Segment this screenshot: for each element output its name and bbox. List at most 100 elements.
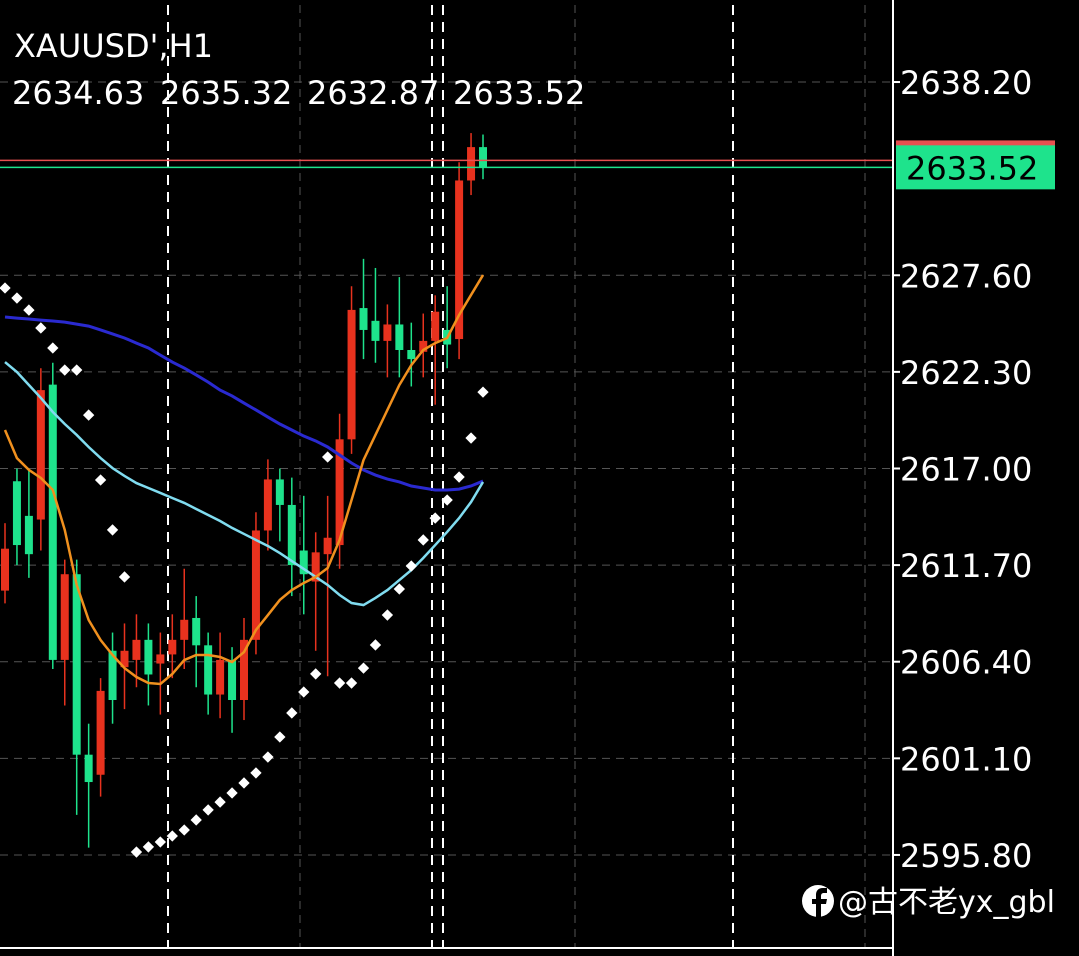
candle-body	[1, 548, 9, 591]
y-tick-label: 2622.30	[900, 354, 1032, 392]
sar-dot	[262, 751, 274, 763]
sar-dot	[405, 560, 417, 572]
sar-dot	[47, 342, 59, 354]
sar-dot	[130, 846, 143, 858]
candle-body	[192, 617, 201, 646]
sar-dot	[274, 731, 286, 743]
candle-body	[12, 481, 21, 546]
candle-body	[275, 479, 284, 505]
grid	[0, 81, 893, 856]
candle-body	[419, 340, 428, 352]
candle-body	[132, 639, 141, 660]
candle-body	[407, 350, 416, 360]
ask-marker	[896, 140, 1055, 149]
ohlc-close: 2633.52	[453, 74, 585, 112]
candle-body	[323, 537, 332, 555]
candle-body	[311, 552, 320, 582]
candle-body	[96, 690, 105, 775]
candle-body	[455, 180, 464, 340]
y-tick-label: 2601.10	[900, 740, 1032, 778]
candle-body	[216, 659, 225, 695]
sar-dot	[190, 814, 202, 826]
sar-dot	[214, 796, 226, 808]
sar-dot	[166, 830, 178, 842]
candle-body	[120, 650, 129, 668]
y-tick-label: 2617.00	[900, 450, 1032, 488]
candle-body	[180, 619, 189, 640]
ohlc-high: 2635.32	[160, 74, 292, 112]
sar-dot	[35, 322, 47, 334]
candle-body	[240, 639, 248, 700]
sar-dot	[453, 471, 465, 483]
candle-body	[383, 324, 392, 341]
ohlc-low: 2632.87	[307, 74, 439, 112]
sar-dot	[357, 662, 370, 674]
candle-body	[347, 309, 356, 440]
sar-dot	[393, 583, 406, 595]
sar-dot	[250, 767, 262, 779]
ohlc-open: 2634.63	[12, 74, 144, 112]
candle-body	[144, 639, 153, 675]
sar-dot	[333, 677, 346, 689]
sar-dot	[298, 686, 310, 698]
sar-dot	[441, 494, 453, 506]
sar-dot	[429, 512, 441, 524]
sar-dot	[142, 841, 155, 853]
sar-dot	[465, 432, 477, 444]
sar-dot	[202, 804, 214, 816]
candle-body	[168, 639, 177, 655]
candle-body	[84, 754, 93, 783]
indicator-line	[4, 361, 485, 607]
candle-body	[263, 479, 272, 531]
indicator-line	[3, 274, 485, 686]
sar-dot	[381, 609, 394, 621]
sar-dot	[178, 824, 190, 836]
sar-dot	[286, 707, 298, 719]
y-tick-label: 2638.20	[900, 64, 1032, 102]
watermark: @古不老yx_gbl	[802, 885, 1055, 920]
sar-dot	[477, 386, 489, 398]
sar-dot	[321, 451, 334, 463]
sar-dot	[345, 677, 358, 689]
symbol-title: XAUUSD',H1	[14, 27, 213, 65]
watermark-icon-f	[812, 888, 827, 918]
sar-dot	[369, 639, 382, 651]
time-grid	[299, 5, 866, 948]
period-separators	[167, 5, 734, 948]
candle-body	[299, 550, 308, 575]
plot-area	[0, 133, 893, 858]
y-tick-label: 2606.40	[900, 644, 1032, 682]
candle-body	[60, 574, 69, 660]
candle-body	[371, 320, 380, 341]
candle-body	[24, 515, 33, 555]
watermark-text: @古不老yx_gbl	[838, 885, 1055, 920]
sar-dot	[417, 534, 429, 546]
candle-body	[395, 324, 404, 350]
sar-dot	[154, 836, 167, 848]
candle-body	[287, 504, 296, 566]
candle-body	[431, 311, 440, 341]
y-tick-label: 2611.70	[900, 547, 1032, 585]
candle-body	[335, 439, 344, 546]
price-box	[896, 145, 1055, 190]
y-tick-label: 2595.80	[900, 837, 1032, 875]
candle-body	[48, 384, 57, 660]
sar-dot	[310, 668, 322, 680]
candle-body	[467, 147, 476, 181]
sar-dot	[238, 777, 250, 789]
candle-body	[479, 147, 487, 168]
candle-body	[156, 654, 165, 664]
candle-body	[108, 650, 117, 700]
candle-body	[228, 659, 237, 700]
candle-body	[359, 308, 368, 330]
price-box-label: 2633.52	[906, 149, 1038, 187]
candle-body	[204, 645, 213, 695]
candle-body	[251, 530, 260, 640]
sar-dot	[226, 787, 238, 799]
y-tick-label: 2627.60	[900, 257, 1032, 295]
indicator-line	[4, 315, 484, 492]
candle-body	[36, 390, 45, 520]
candle-body	[72, 574, 81, 755]
